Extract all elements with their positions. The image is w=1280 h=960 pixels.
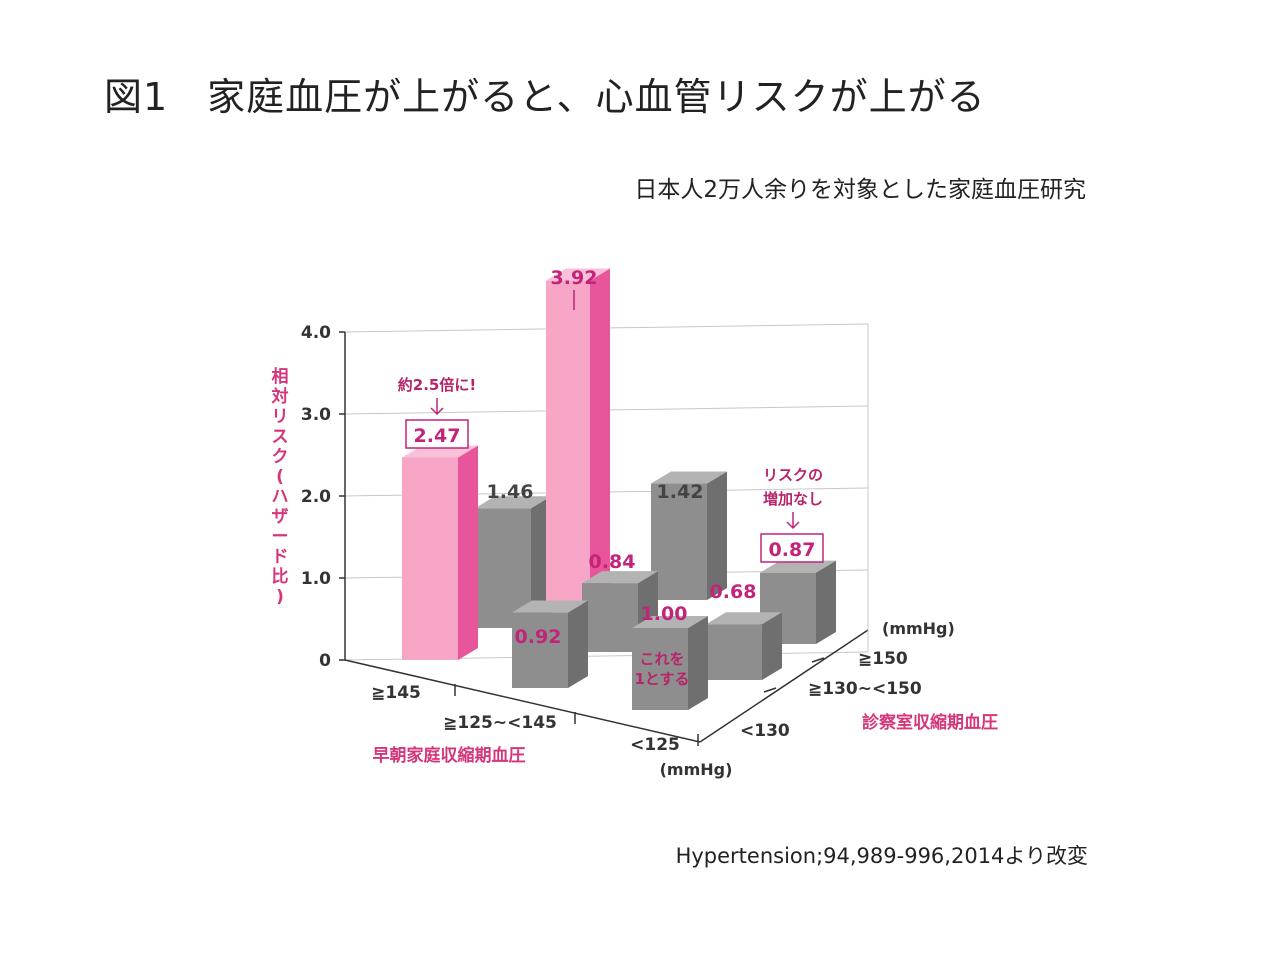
slide-subtitle: 日本人2万人余りを対象とした家庭血圧研究 bbox=[634, 177, 1086, 203]
z-tick-label: ≧150 bbox=[858, 649, 908, 669]
source-citation: Hypertension;94,989-996,2014より改変 bbox=[675, 844, 1088, 868]
y-tick-label: 4.0 bbox=[301, 323, 331, 343]
bar-front bbox=[582, 583, 638, 652]
bar-top bbox=[512, 600, 588, 613]
bar-top bbox=[706, 612, 782, 625]
chart-labels: 4.03.02.01.002.471.460.923.920.841.421.0… bbox=[271, 267, 999, 779]
bar-side bbox=[590, 268, 610, 602]
value-label: 0.92 bbox=[515, 626, 562, 648]
bar-top bbox=[632, 616, 708, 628]
y-tick-label: 1.0 bbox=[301, 569, 331, 589]
value-label: 1.00 bbox=[641, 603, 688, 625]
z-axis-line bbox=[699, 629, 869, 743]
value-box bbox=[405, 419, 469, 449]
bar-front bbox=[546, 280, 590, 602]
x-axis-line bbox=[344, 659, 701, 743]
bar-top bbox=[546, 268, 610, 281]
bar-front bbox=[706, 624, 762, 680]
value-label: 2.47 bbox=[414, 425, 461, 447]
arrow-icon bbox=[430, 398, 444, 416]
y-tick-label: 3.0 bbox=[301, 405, 331, 425]
annotation-approx: 約2.5倍に! bbox=[398, 376, 476, 394]
bar-side bbox=[816, 560, 836, 644]
x-tick-label: <125 bbox=[630, 735, 680, 755]
x-unit: (mmHg) bbox=[660, 760, 733, 779]
bar-side bbox=[688, 616, 708, 710]
z-unit: (mmHg) bbox=[882, 619, 955, 638]
bar-top bbox=[760, 560, 836, 573]
bar-front bbox=[402, 457, 458, 660]
z-tick-label: <130 bbox=[740, 721, 790, 741]
z-tick-mark bbox=[811, 657, 825, 663]
bar-top bbox=[475, 496, 551, 509]
annotation-reference: これを bbox=[639, 650, 684, 668]
bar-front bbox=[512, 612, 568, 688]
y-tick-label: 2.0 bbox=[301, 487, 331, 507]
value-box bbox=[760, 533, 824, 563]
chart-bars bbox=[402, 268, 836, 710]
annotation-no-increase: リスクの bbox=[763, 466, 823, 484]
value-label: 1.42 bbox=[657, 481, 704, 503]
z-tick-mark bbox=[763, 687, 777, 693]
z-tick-label: ≧130~<150 bbox=[808, 679, 922, 699]
value-label: 3.92 bbox=[551, 267, 598, 289]
slide-title: 図1 家庭血圧が上がると、心血管リスクが上がる bbox=[104, 75, 986, 119]
bar-top bbox=[582, 571, 658, 584]
annotation-no-increase: 増加なし bbox=[763, 490, 823, 508]
bar-front bbox=[651, 483, 707, 600]
bar-side bbox=[458, 445, 478, 660]
value-label: 0.87 bbox=[769, 539, 816, 561]
x-tick-label: ≧145 bbox=[371, 683, 421, 703]
y-tick-label: 0 bbox=[319, 651, 331, 671]
y-axis-title: 相対リスク(ハザード比) bbox=[271, 366, 289, 607]
bar-side bbox=[762, 612, 782, 680]
annotation-reference: 1とする bbox=[635, 670, 690, 688]
bar-top bbox=[651, 471, 727, 484]
value-label: 0.84 bbox=[589, 551, 636, 573]
z-axis-title: 診察室収縮期血圧 bbox=[862, 712, 998, 733]
arrow-icon bbox=[786, 512, 800, 530]
value-label: 0.68 bbox=[710, 581, 757, 603]
bar-front bbox=[632, 628, 688, 710]
x-axis-title: 早朝家庭収縮期血圧 bbox=[373, 745, 526, 766]
x-tick-label: ≧125~<145 bbox=[443, 713, 557, 733]
value-label: 1.46 bbox=[487, 481, 534, 503]
bar-side bbox=[707, 471, 727, 600]
bar-side bbox=[568, 600, 588, 688]
